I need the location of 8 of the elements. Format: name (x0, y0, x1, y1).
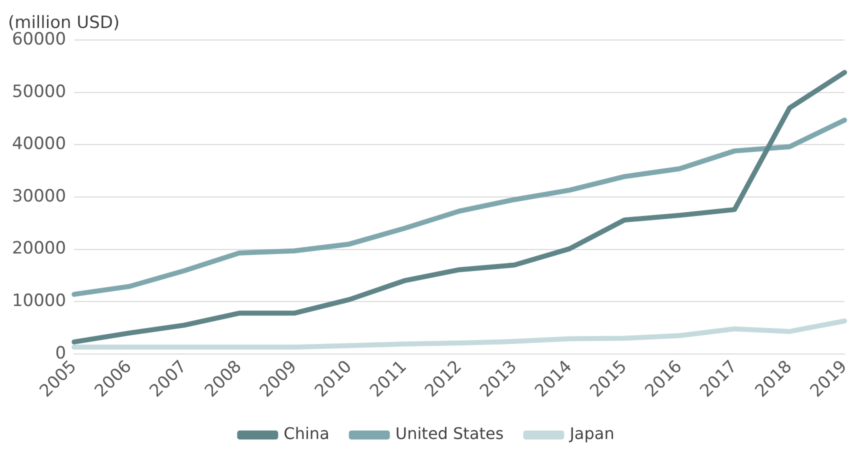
y-tick-label: 40000 (12, 134, 66, 154)
y-tick-label: 10000 (12, 291, 66, 312)
legend-label: Japan (568, 424, 614, 444)
y-tick-label: 30000 (12, 186, 66, 206)
y-tick-label: 20000 (12, 238, 66, 259)
legend-label: China (284, 424, 330, 444)
y-tick-label: 50000 (12, 82, 66, 102)
legend-label: United States (395, 424, 504, 444)
